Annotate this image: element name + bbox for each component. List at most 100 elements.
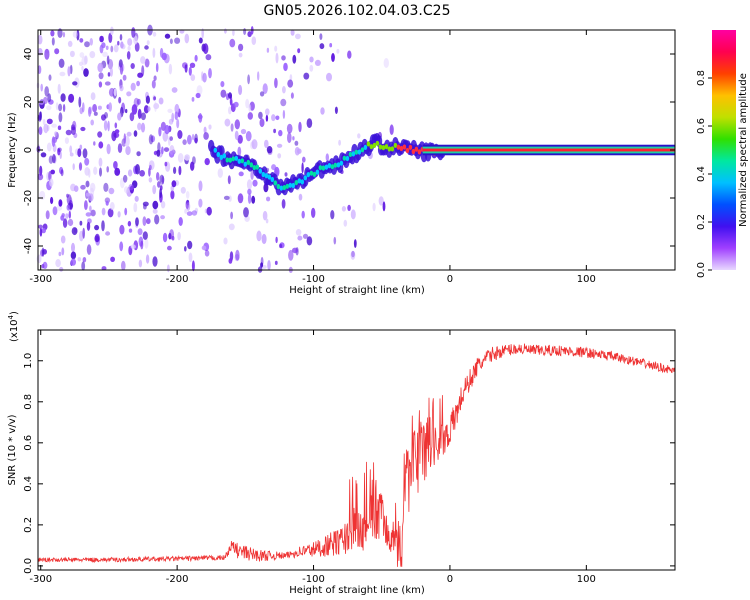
noise-blob bbox=[144, 238, 149, 249]
noise-blob bbox=[247, 188, 252, 195]
noise-blob bbox=[90, 209, 96, 217]
colorbar-gradient bbox=[712, 30, 736, 270]
noise-blob bbox=[227, 175, 231, 185]
noise-blob bbox=[46, 118, 53, 125]
noise-blob bbox=[191, 97, 195, 102]
noise-blob bbox=[68, 210, 72, 219]
noise-blob bbox=[123, 133, 127, 145]
noise-blob bbox=[55, 102, 59, 111]
noise-blob bbox=[163, 147, 170, 153]
noise-blob bbox=[144, 58, 150, 68]
noise-blob bbox=[266, 196, 271, 202]
y-tick-label: 40 bbox=[23, 48, 34, 61]
noise-blob bbox=[82, 227, 85, 239]
noise-blob bbox=[292, 136, 295, 141]
noise-blob bbox=[152, 31, 157, 37]
noise-blob bbox=[44, 86, 49, 97]
noise-blob bbox=[180, 186, 186, 194]
noise-blob bbox=[79, 52, 85, 58]
noise-blob bbox=[106, 55, 110, 65]
noise-blob bbox=[164, 124, 170, 135]
noise-blob bbox=[140, 240, 144, 250]
noise-blob bbox=[142, 231, 148, 240]
noise-blob bbox=[189, 62, 196, 68]
noise-blob bbox=[57, 83, 61, 94]
snr-x-label: Height of straight line (km) bbox=[289, 585, 425, 596]
noise-blob bbox=[131, 104, 138, 115]
noise-blob bbox=[155, 62, 159, 73]
noise-blob bbox=[271, 164, 277, 171]
noise-blob bbox=[101, 42, 106, 49]
noise-blob bbox=[66, 204, 71, 211]
noise-blob bbox=[90, 119, 94, 126]
noise-blob bbox=[289, 74, 293, 82]
ridge-core bbox=[285, 183, 290, 189]
colorbar-tick-label: 0.0 bbox=[696, 262, 707, 278]
noise-blob bbox=[39, 190, 46, 200]
noise-blob bbox=[140, 112, 146, 121]
noise-blob bbox=[266, 146, 273, 154]
spectrogram-y-ticks: -40 -20 0 20 40 bbox=[23, 48, 675, 254]
noise-blob bbox=[302, 156, 306, 163]
noise-blob bbox=[37, 34, 43, 45]
noise-blob bbox=[251, 36, 257, 45]
noise-blob bbox=[143, 105, 149, 114]
noise-blob bbox=[129, 112, 135, 122]
ridge-core bbox=[339, 160, 344, 166]
noise-blob bbox=[60, 215, 65, 221]
noise-blob bbox=[137, 228, 143, 236]
noise-blob bbox=[81, 261, 86, 271]
noise-blob bbox=[228, 106, 232, 115]
noise-blob bbox=[101, 207, 106, 216]
noise-blob bbox=[167, 264, 170, 273]
noise-blob bbox=[82, 102, 85, 113]
noise-blob bbox=[173, 166, 177, 174]
noise-blob bbox=[238, 52, 243, 58]
noise-blob bbox=[102, 51, 108, 57]
noise-blob bbox=[153, 103, 160, 110]
noise-blob bbox=[146, 218, 151, 225]
noise-blob bbox=[167, 108, 173, 113]
noise-blob bbox=[86, 221, 91, 231]
ridge-core bbox=[222, 153, 227, 159]
noise-blob bbox=[284, 172, 288, 177]
noise-blob bbox=[94, 224, 100, 231]
noise-blob bbox=[108, 32, 113, 43]
noise-blob bbox=[276, 143, 283, 148]
noise-blob bbox=[154, 101, 157, 112]
noise-blob bbox=[80, 184, 86, 190]
noise-blob bbox=[238, 171, 244, 177]
spectrogram-ridge bbox=[208, 133, 675, 196]
ridge-core bbox=[327, 163, 332, 169]
noise-blob bbox=[67, 218, 74, 227]
noise-blob bbox=[51, 136, 56, 148]
noise-blob bbox=[41, 247, 45, 257]
noise-blob bbox=[144, 45, 149, 50]
noise-blob bbox=[42, 119, 46, 125]
noise-blob bbox=[347, 204, 351, 211]
noise-blob bbox=[331, 53, 335, 62]
noise-blob bbox=[382, 201, 386, 212]
noise-blob bbox=[237, 146, 242, 157]
noise-blob bbox=[90, 182, 96, 193]
noise-blob bbox=[208, 68, 212, 79]
noise-blob bbox=[98, 72, 104, 80]
ridge-core bbox=[264, 173, 269, 179]
noise-blob bbox=[108, 102, 112, 112]
noise-blob bbox=[247, 193, 252, 204]
noise-blob bbox=[330, 210, 335, 220]
noise-blob bbox=[38, 126, 43, 135]
noise-blob bbox=[72, 81, 78, 86]
noise-blob bbox=[81, 65, 84, 71]
noise-blob bbox=[176, 118, 180, 129]
noise-blob bbox=[60, 235, 66, 244]
noise-blob bbox=[223, 237, 228, 245]
noise-blob bbox=[156, 172, 160, 181]
noise-blob bbox=[50, 196, 54, 205]
noise-blob bbox=[78, 162, 83, 171]
noise-blob bbox=[306, 118, 313, 128]
ridge-core bbox=[216, 151, 221, 158]
noise-blob bbox=[109, 67, 113, 77]
ridge-core bbox=[219, 154, 224, 160]
noise-blob bbox=[66, 194, 72, 205]
